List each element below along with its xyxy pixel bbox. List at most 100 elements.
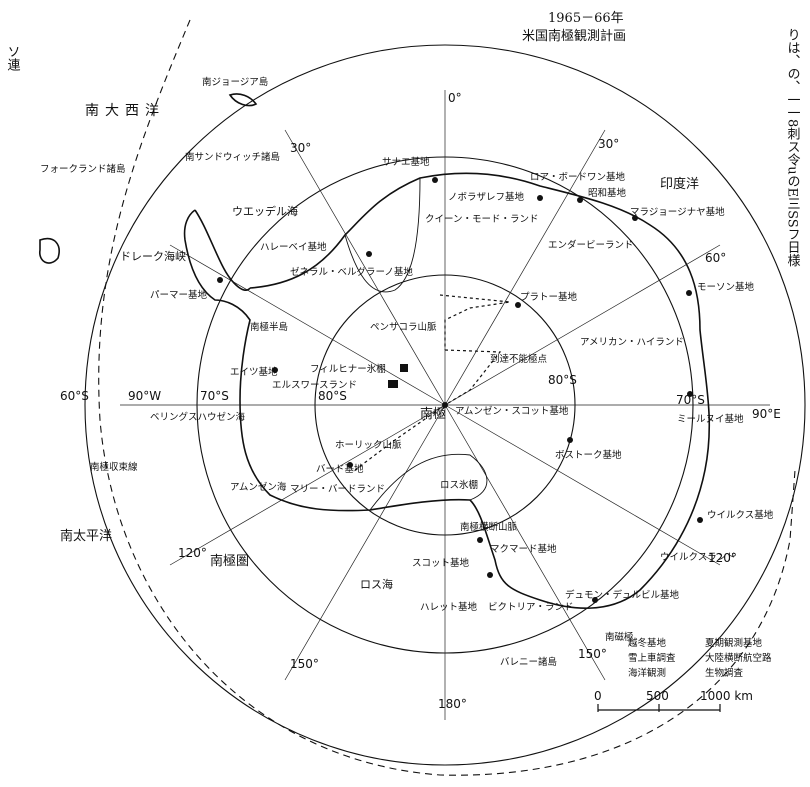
station-marker: [537, 195, 543, 201]
legend-item-2: 夏期観測基地: [705, 637, 763, 649]
label-south-georgia: 南ジョージア島: [202, 76, 268, 88]
label-american-highland: アメリカン・ハイランド: [580, 337, 684, 348]
label-ellsworth: エルスワースランド: [272, 380, 357, 391]
label-marie-byrd: マリー・バードランド: [290, 484, 385, 495]
label-south-pacific: 南太平洋: [60, 528, 112, 544]
label-amundsen-scott: アムンゼン・スコット基地: [455, 405, 569, 417]
station-marker: [686, 290, 692, 296]
label-pole: 南極: [420, 406, 446, 422]
lon-label-120e: 120°: [708, 551, 737, 565]
convergence-line: [98, 19, 796, 776]
label-vostok: ボストーク基地: [555, 449, 622, 461]
label-falkland: フォークランド諸島: [40, 163, 126, 175]
label-enderby: エンダービーランド: [548, 239, 634, 251]
label-mawson: モーソン基地: [697, 281, 755, 293]
label-drake: ドレーク海峡: [120, 249, 186, 263]
label-transantarctic: 南極横断山脈: [460, 521, 518, 533]
label-weddell: ウエッデル海: [232, 204, 298, 218]
label-south-magnetic-pole: 南磁極: [605, 631, 634, 643]
label-queen-maud: クイーン・モード・ランド: [425, 214, 539, 225]
label-eights: エイツ基地: [230, 366, 278, 378]
continent-coastline: [183, 172, 711, 609]
label-plateau: プラトー基地: [520, 291, 578, 303]
lat-circle-60: [84, 44, 806, 766]
margin-right-column: りは、の、一一8刺ス令uのE三SSフ日様: [785, 28, 801, 267]
ross-ice-shelf: [369, 453, 488, 511]
lon-label-90w: 90°W: [128, 389, 161, 403]
label-wilkes-land: ウイルクスランド: [660, 552, 736, 563]
filchner-ice-shelf: [344, 177, 421, 293]
lon-label-150w: 150°: [290, 657, 319, 671]
legend-item-6: 生物調査: [705, 667, 744, 679]
lon-label-30e: 30°: [598, 137, 619, 151]
station-marker: [632, 215, 638, 221]
label-molodezhnaya: マラジョージナヤ基地: [630, 206, 725, 218]
label-belgrano: ゼネラル・ベルグラーノ基地: [290, 266, 413, 278]
map-title: 米国南極観測計画: [522, 28, 626, 44]
station-marker: [487, 572, 493, 578]
station-marker: [366, 251, 372, 257]
label-halley-bay: ハレーベイ基地: [260, 241, 327, 253]
station-marker: [272, 367, 278, 373]
lat-label-70w: 70°S: [200, 389, 229, 403]
map-legend: 越冬基地 夏期観測基地 雪上車調査 大陸横断航空路 海洋観測 生物調査: [628, 637, 772, 679]
station-marker: [217, 277, 223, 283]
lat-label-80w: 80°S: [318, 389, 347, 403]
map-title-year: 1965－66年: [548, 11, 624, 26]
label-south-atlantic: 南大西洋: [85, 103, 165, 119]
label-convergence: 南極収束線: [90, 461, 138, 473]
label-antarctic-circle: 南極圏: [210, 553, 249, 569]
lon-label-0: 0°: [448, 91, 462, 105]
legend-item-3: 雪上車調査: [628, 652, 676, 664]
margin-left-column: ソ連: [5, 45, 21, 72]
label-pensacola: ペンサコラ山脈: [370, 321, 437, 333]
label-ross-ice: ロス氷棚: [440, 479, 478, 491]
label-mirny: ミールヌイ基地: [677, 413, 744, 425]
scale-label-zero: 0: [594, 689, 602, 703]
lat-label-70e: 70°S: [676, 393, 705, 407]
lon-label-180: 180°: [438, 697, 467, 711]
label-balleny: バレニー諸島: [500, 656, 557, 668]
label-wilkes: ウイルクス基地: [707, 509, 774, 521]
lon-label-90e: 90°E: [752, 407, 781, 421]
label-sanae: サナエ基地: [382, 156, 430, 168]
label-byrd: バード基地: [316, 463, 364, 475]
station-marker: [687, 391, 693, 397]
lon-label-30w: 30°: [290, 141, 311, 155]
lat-label-60w: 60°S: [60, 389, 89, 403]
station-marker: [388, 380, 398, 388]
label-indian-ocean: 印度洋: [660, 176, 699, 192]
station-markers: [217, 177, 703, 603]
station-marker: [477, 537, 483, 543]
label-novolazarevskaya: ノボラザレフ基地: [448, 191, 525, 203]
label-south-sandwich: 南サンドウィッチ諸島: [185, 151, 280, 163]
station-marker: [567, 437, 573, 443]
peninsula-coast: [194, 209, 251, 291]
traverse-route-inaccessibility: [444, 349, 502, 406]
station-marker: [697, 517, 703, 523]
legend-item-5: 海洋観測: [628, 667, 666, 679]
station-marker: [515, 302, 521, 308]
traverse-route-byrd: [354, 404, 446, 471]
south-georgia: [228, 93, 258, 107]
label-amundsen-sea: アムンゼン海: [230, 481, 287, 493]
legend-item-1: 越冬基地: [628, 637, 667, 649]
falkland-islands: [39, 238, 60, 264]
label-peninsula: 南極半島: [250, 321, 288, 333]
station-marker: [442, 402, 448, 408]
label-horlick: ホーリック山脈: [335, 439, 402, 451]
label-hallett: ハレット基地: [420, 601, 478, 613]
meridians: [120, 90, 770, 720]
lon-label-120w: 120°: [178, 546, 207, 560]
lat-label-80e: 80°S: [548, 373, 577, 387]
lon-label-60e: 60°: [705, 251, 726, 265]
traverse-route-plateau: [439, 294, 511, 350]
label-syowa: 昭和基地: [588, 187, 627, 199]
label-ross-sea: ロス海: [360, 577, 393, 591]
label-dumont: デュモン・デュルビル基地: [565, 589, 680, 601]
label-filchner: フィルヒナー氷棚: [310, 363, 386, 375]
label-inaccessibility: 到達不能極点: [490, 353, 548, 365]
station-marker: [347, 462, 353, 468]
station-marker: [432, 177, 438, 183]
